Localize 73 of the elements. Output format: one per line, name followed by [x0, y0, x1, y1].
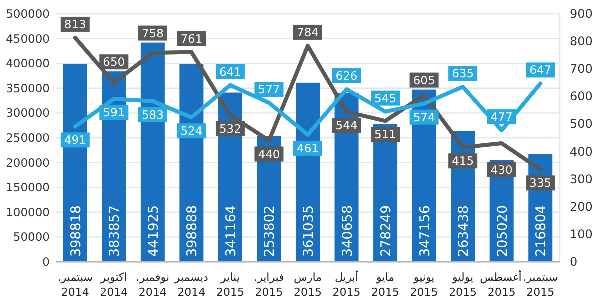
y-tick-label: 350000	[6, 81, 50, 96]
data-label: 398818	[68, 205, 84, 257]
data-label: 441925	[146, 205, 162, 257]
data-label: 641	[219, 64, 242, 79]
x-tick-label: مارس 2015	[293, 270, 323, 300]
y-tick-label: 200000	[6, 156, 50, 170]
x-tick-label: سبتمبر. 2014	[56, 270, 94, 300]
y2-tick-label: 100	[570, 227, 593, 242]
x-tick-label: مايو 2015	[370, 270, 401, 300]
data-label: 544	[336, 118, 358, 133]
data-label: 383857	[107, 205, 124, 257]
y-tick-label: 100000	[6, 205, 50, 220]
data-label: 524	[180, 124, 203, 138]
data-label: 635	[452, 66, 474, 81]
data-label: 278249	[378, 205, 395, 257]
x-tick-label: ديسمبر 2014	[173, 270, 210, 300]
y2-tick-label: 0	[570, 255, 578, 269]
data-label: 440	[258, 147, 280, 162]
data-label: 263438	[456, 205, 472, 257]
y2-tick-label: 700	[570, 62, 593, 76]
data-label: 605	[413, 73, 436, 88]
data-label: 511	[374, 128, 397, 142]
data-label: 341164	[223, 205, 240, 257]
y-tick-label: 50000	[13, 230, 50, 244]
data-label: 647	[530, 63, 552, 78]
data-label: 253802	[262, 205, 278, 257]
data-label: 461	[297, 141, 319, 156]
y2-tick-label: 200	[570, 200, 593, 214]
data-label: 545	[374, 91, 397, 106]
data-label: 398888	[184, 205, 201, 257]
data-label: 361035	[301, 205, 317, 257]
data-label: 813	[64, 17, 86, 32]
x-tick-label: يناير 2015	[215, 270, 246, 300]
y-tick-label: 500000	[6, 7, 50, 21]
data-label: 347156	[417, 205, 434, 257]
data-label: 205020	[494, 205, 511, 257]
x-tick-label: يوليو 2015	[449, 271, 478, 299]
x-tick-label: فبراير. 2015	[253, 270, 286, 300]
y2-tick-label: 300	[570, 172, 593, 186]
y2-tick-label: 800	[570, 34, 593, 49]
y2-tick-label: 500	[570, 117, 593, 132]
data-label: 216804	[534, 205, 550, 257]
data-label: 340658	[340, 205, 356, 257]
x-tick-label: أبريل 2015	[332, 270, 362, 300]
x-tick-label: أغسطس 2015	[480, 270, 522, 300]
data-label: 574	[413, 110, 436, 124]
data-label: 758	[142, 26, 164, 40]
y-tick-label: 400000	[6, 56, 50, 71]
data-label: 430	[490, 162, 513, 177]
data-label: 591	[103, 106, 126, 120]
y-tick-label: 300000	[6, 106, 50, 120]
y-tick-label: 450000	[6, 32, 50, 46]
data-label: 477	[490, 110, 513, 124]
data-label: 577	[258, 82, 280, 97]
x-tick-label: نوفمبر. 2014	[135, 270, 171, 300]
y-tick-label: 0	[42, 255, 50, 269]
data-label: 650	[103, 55, 126, 70]
data-label: 491	[64, 133, 86, 148]
x-tick-label: سبتمبر. 2015	[522, 270, 560, 300]
y2-tick-label: 400	[570, 144, 593, 159]
data-label: 784	[297, 25, 319, 40]
x-tick-label: اكتوبر 2014	[99, 270, 130, 300]
y2-tick-label: 900	[570, 7, 593, 21]
y-tick-label: 250000	[6, 131, 50, 145]
data-label: 761	[180, 32, 203, 46]
x-tick-label: يونيو 2015	[409, 270, 440, 300]
data-label: 583	[142, 108, 164, 122]
data-label: 335	[530, 176, 552, 190]
y-tick-label: 150000	[6, 180, 50, 195]
data-label: 626	[336, 69, 358, 83]
data-label: 532	[219, 122, 242, 136]
data-label: 415	[452, 154, 474, 168]
y2-tick-label: 600	[570, 90, 593, 104]
